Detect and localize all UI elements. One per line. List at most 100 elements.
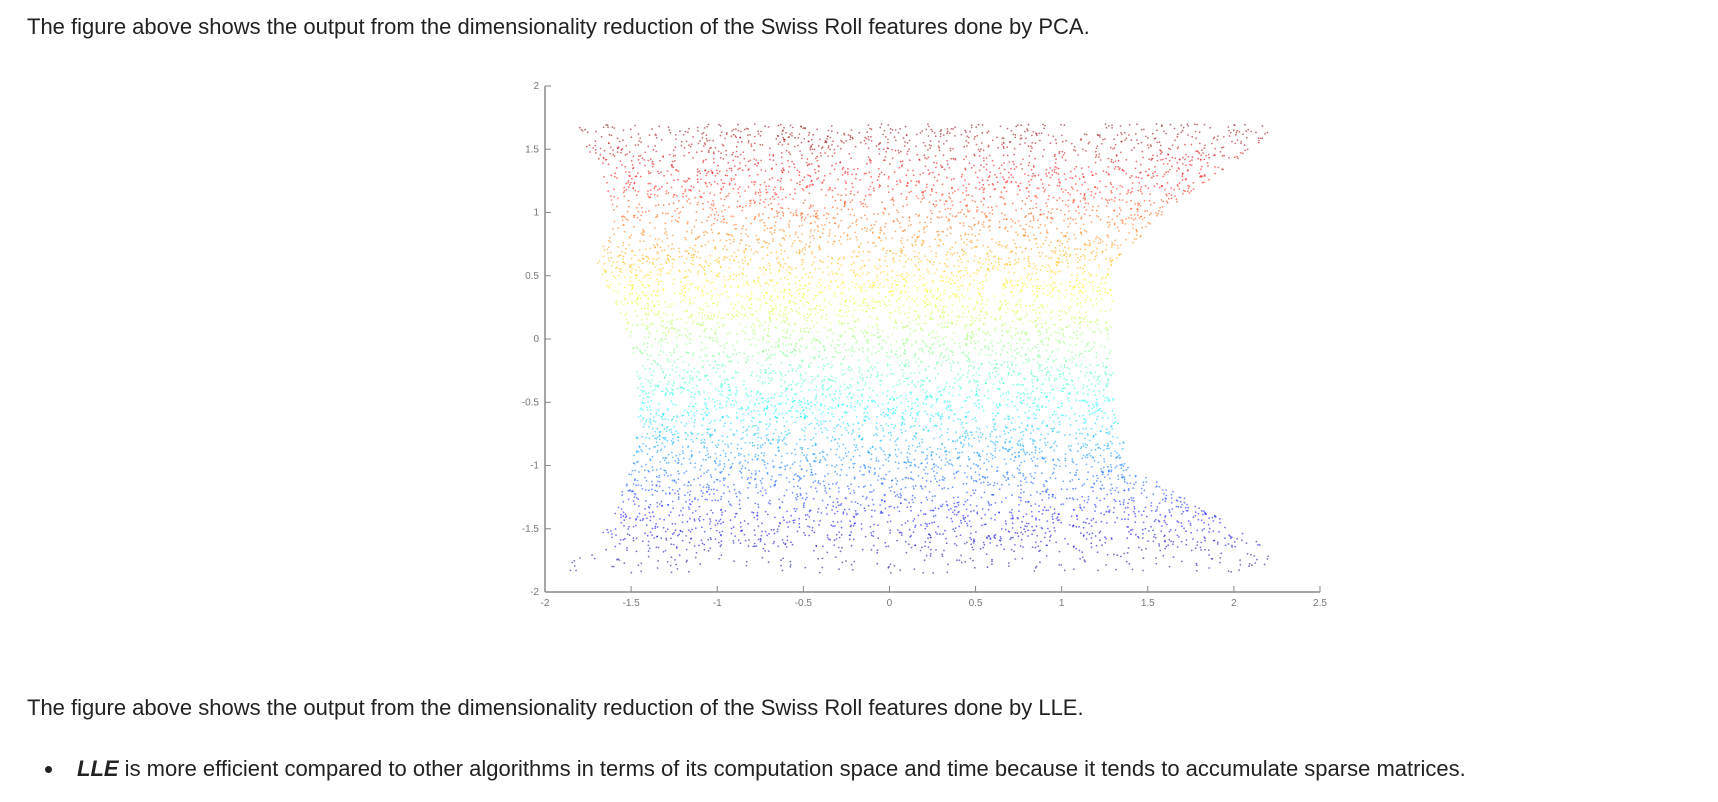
scatter-point bbox=[798, 288, 801, 291]
scatter-point bbox=[758, 324, 761, 327]
scatter-point bbox=[835, 313, 838, 316]
scatter-point bbox=[860, 528, 863, 530]
scatter-point bbox=[951, 293, 954, 295]
scatter-point bbox=[604, 158, 607, 161]
scatter-point bbox=[847, 134, 850, 136]
scatter-point bbox=[1128, 562, 1131, 565]
scatter-point bbox=[1097, 403, 1099, 406]
scatter-point bbox=[995, 428, 997, 431]
scatter-point bbox=[928, 201, 931, 203]
scatter-point bbox=[646, 346, 649, 349]
scatter-point bbox=[769, 298, 771, 301]
scatter-point bbox=[971, 546, 974, 549]
scatter-point bbox=[685, 140, 688, 143]
scatter-point bbox=[931, 336, 934, 339]
scatter-point bbox=[973, 538, 975, 541]
scatter-point bbox=[782, 353, 785, 356]
scatter-point bbox=[988, 373, 991, 376]
scatter-point bbox=[683, 387, 685, 390]
scatter-point bbox=[645, 463, 647, 466]
scatter-point bbox=[1024, 247, 1027, 250]
scatter-point bbox=[1099, 218, 1102, 221]
scatter-point bbox=[901, 524, 903, 526]
scatter-point bbox=[1119, 244, 1122, 246]
scatter-point bbox=[663, 249, 666, 252]
scatter-point bbox=[1088, 533, 1091, 536]
scatter-point bbox=[575, 569, 577, 572]
scatter-point bbox=[833, 292, 836, 294]
scatter-point bbox=[928, 301, 931, 304]
scatter-point bbox=[1105, 357, 1108, 360]
scatter-point bbox=[727, 389, 730, 392]
scatter-point bbox=[764, 489, 767, 491]
scatter-point bbox=[1094, 320, 1097, 323]
scatter-point bbox=[931, 343, 934, 346]
scatter-point bbox=[1063, 213, 1066, 216]
scatter-point bbox=[1082, 384, 1085, 387]
scatter-point bbox=[838, 224, 840, 227]
scatter-point bbox=[991, 238, 993, 241]
scatter-point bbox=[890, 276, 893, 279]
scatter-point bbox=[671, 323, 673, 326]
scatter-point bbox=[700, 150, 703, 152]
scatter-point bbox=[850, 256, 853, 258]
scatter-point bbox=[846, 422, 849, 425]
scatter-point bbox=[1112, 435, 1114, 438]
scatter-point bbox=[756, 375, 758, 377]
scatter-point bbox=[1010, 181, 1013, 183]
scatter-point bbox=[748, 338, 751, 341]
scatter-point bbox=[1063, 364, 1066, 366]
scatter-point bbox=[672, 543, 675, 546]
scatter-point bbox=[612, 565, 615, 568]
scatter-point bbox=[1026, 129, 1029, 132]
scatter-point bbox=[678, 554, 681, 557]
scatter-point bbox=[1035, 417, 1038, 420]
scatter-point bbox=[934, 336, 937, 339]
scatter-point bbox=[1080, 255, 1082, 258]
scatter-point bbox=[1219, 521, 1222, 524]
scatter-point bbox=[850, 269, 853, 271]
scatter-point bbox=[1082, 320, 1085, 323]
scatter-point bbox=[807, 276, 810, 279]
scatter-point bbox=[1122, 170, 1125, 172]
scatter-point bbox=[645, 406, 648, 409]
scatter-point bbox=[988, 175, 991, 177]
scatter-point bbox=[879, 226, 882, 229]
scatter-point bbox=[1161, 498, 1164, 501]
scatter-point bbox=[896, 455, 898, 458]
scatter-point bbox=[676, 490, 679, 492]
scatter-point bbox=[889, 490, 892, 492]
scatter-point bbox=[613, 188, 615, 191]
scatter-point bbox=[726, 333, 729, 335]
scatter-point bbox=[642, 240, 645, 243]
scatter-point bbox=[957, 373, 959, 376]
scatter-point bbox=[1166, 201, 1169, 204]
scatter-point bbox=[684, 188, 687, 191]
scatter-point bbox=[988, 504, 991, 506]
scatter-point bbox=[805, 458, 808, 460]
scatter-point bbox=[981, 299, 983, 301]
scatter-point bbox=[775, 251, 778, 254]
scatter-point bbox=[922, 172, 925, 174]
scatter-point bbox=[1102, 388, 1105, 391]
scatter-point bbox=[764, 442, 766, 444]
scatter-point bbox=[907, 225, 910, 227]
scatter-point bbox=[950, 463, 953, 466]
scatter-point bbox=[744, 314, 747, 316]
scatter-point bbox=[868, 307, 871, 310]
scatter-point bbox=[689, 316, 692, 318]
scatter-point bbox=[666, 182, 668, 184]
scatter-point bbox=[752, 199, 755, 202]
scatter-point bbox=[637, 387, 640, 389]
scatter-point bbox=[959, 465, 961, 467]
scatter-point bbox=[822, 368, 825, 370]
scatter-point bbox=[804, 248, 807, 251]
scatter-point bbox=[965, 155, 967, 158]
scatter-point bbox=[1084, 560, 1086, 563]
scatter-point bbox=[860, 523, 863, 525]
scatter-point bbox=[857, 320, 860, 323]
scatter-point bbox=[631, 469, 634, 472]
scatter-point bbox=[806, 164, 809, 167]
scatter-point bbox=[796, 493, 798, 496]
scatter-point bbox=[759, 134, 762, 137]
